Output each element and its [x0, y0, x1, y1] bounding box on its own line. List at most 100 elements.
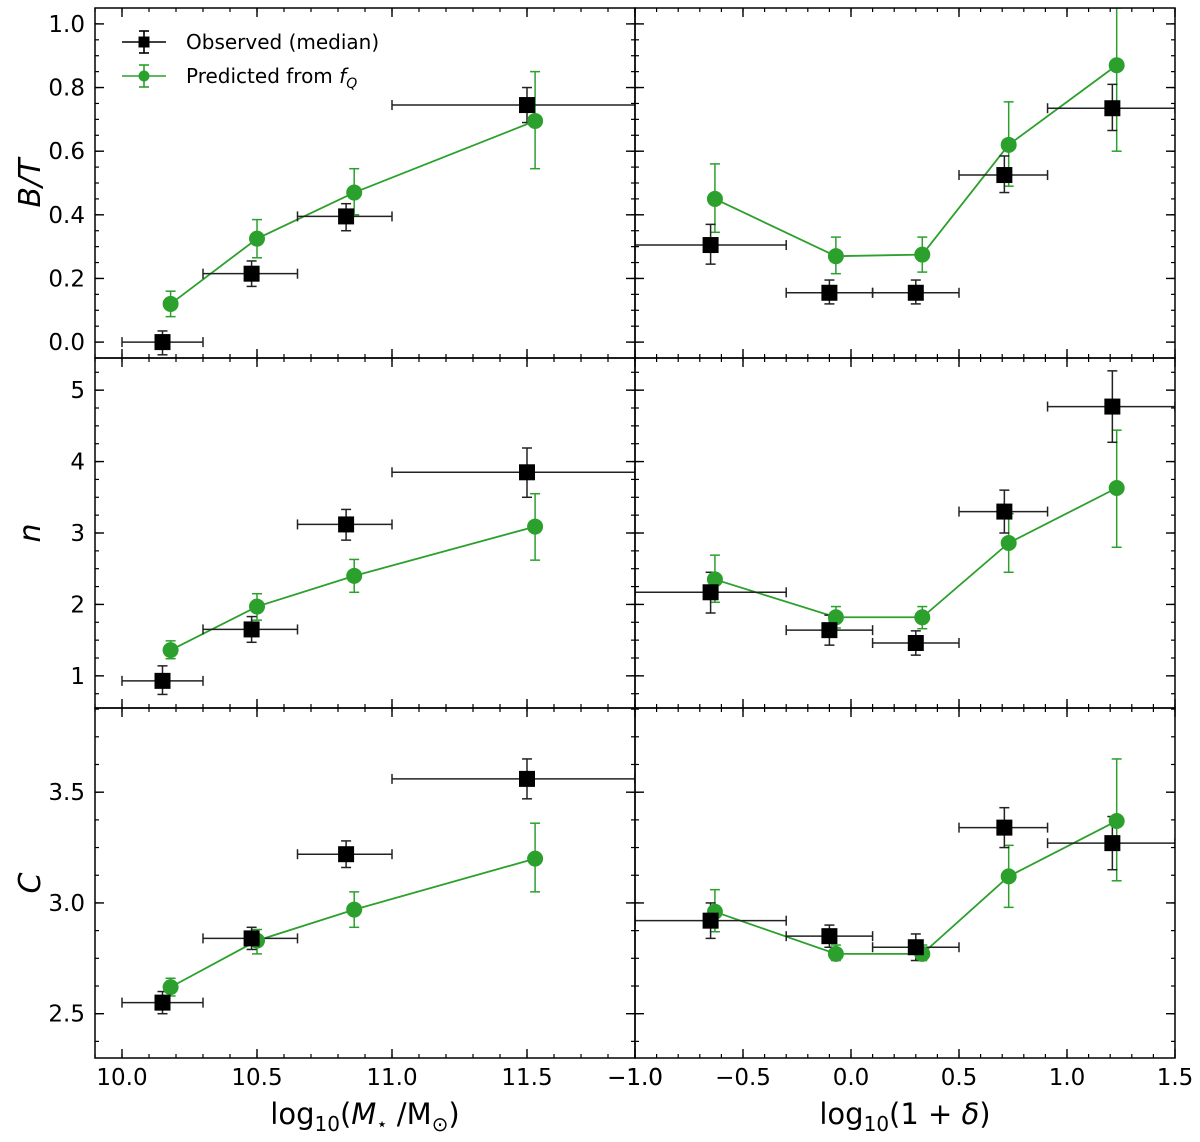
predicted-point: [914, 609, 931, 626]
x-tick-label: 10.5: [231, 1065, 282, 1091]
predicted-line: [714, 64, 1118, 258]
predicted-point: [527, 112, 544, 129]
predicted-point: [527, 850, 544, 867]
predicted-point: [827, 609, 844, 626]
predicted-point: [162, 642, 179, 659]
observed-point: [821, 928, 838, 945]
y-tick-label: 1: [70, 664, 85, 690]
observed-point: [519, 464, 535, 481]
panel-n-vs-density: [635, 370, 1175, 656]
observed-point: [338, 516, 355, 533]
panel-frame-top-right: [634, 7, 1176, 359]
panel-n-vs-mass: [121, 447, 635, 696]
y-tick-label: 2.5: [48, 1002, 85, 1028]
predicted-point: [162, 295, 179, 312]
ylabel-c: C: [13, 872, 48, 893]
x-tick-label: 11.0: [366, 1065, 417, 1091]
observed-point: [243, 265, 260, 282]
y-tick-label: 2: [70, 592, 85, 618]
observed-point: [519, 97, 535, 114]
panel-frame-bottom-right: [634, 707, 1176, 1059]
observed-point: [996, 167, 1013, 184]
legend-predicted-marker: [122, 64, 166, 88]
observed-point: [821, 622, 838, 639]
x-tick-label: −1.0: [607, 1065, 663, 1091]
predicted-line: [170, 857, 536, 988]
observed-point: [1104, 398, 1121, 415]
predicted-point: [346, 901, 363, 918]
predicted-point: [346, 567, 363, 584]
predicted-point: [249, 598, 265, 615]
y-tick-label: 0.4: [48, 203, 85, 229]
y-tick-label: 0.8: [48, 76, 85, 102]
x-tick-label: 1.0: [1049, 1065, 1086, 1091]
panel-frame-middle-right: [634, 357, 1176, 709]
predicted-point: [914, 246, 931, 263]
predicted-point: [1108, 480, 1125, 496]
predicted-point: [1108, 57, 1125, 74]
observed-point: [996, 503, 1013, 520]
panel-c-vs-density: [635, 758, 1175, 962]
x-tick-label: 10.0: [96, 1065, 147, 1091]
legend-predicted-label: Predicted from fQ: [186, 64, 357, 92]
x-tick-label: −0.5: [715, 1065, 771, 1091]
observed-point: [702, 912, 719, 929]
panel-bt-vs-density: [635, 8, 1175, 305]
y-tick-label: 4: [70, 450, 85, 476]
panel-c-vs-mass: [121, 758, 635, 1015]
observed-point: [821, 284, 838, 301]
observed-point: [702, 237, 719, 254]
x-tick-label: 1.5: [1157, 1065, 1194, 1091]
xlabel-mass: log10(M⋆ /M⊙): [270, 1097, 459, 1136]
predicted-point: [1108, 812, 1125, 829]
observed-point: [907, 939, 924, 956]
panel-bt-vs-mass: [121, 70, 635, 356]
x-tick-label: 11.5: [501, 1065, 552, 1091]
predicted-point: [706, 190, 723, 207]
predicted-point: [249, 230, 265, 247]
observed-point: [243, 930, 260, 947]
panel-frame-bottom-left: [94, 707, 636, 1059]
predicted-line: [714, 487, 1118, 619]
observed-point: [243, 621, 260, 638]
y-tick-label: 3: [70, 521, 85, 547]
observed-point: [338, 208, 355, 225]
ylabel-n: n: [13, 523, 48, 542]
y-tick-label: 5: [70, 378, 85, 404]
y-tick-label: 0.2: [48, 266, 85, 292]
predicted-point: [1000, 535, 1017, 551]
predicted-point: [1000, 136, 1017, 153]
observed-point: [907, 284, 924, 301]
xlabel-density: log10(1 + δ): [819, 1097, 990, 1136]
predicted-point: [1000, 868, 1017, 885]
observed-point: [1104, 835, 1121, 852]
y-tick-label: 0.0: [48, 330, 85, 356]
observed-point: [154, 334, 171, 351]
predicted-point: [827, 945, 844, 962]
observed-point: [996, 819, 1013, 836]
predicted-point: [827, 248, 844, 265]
y-tick-label: 3.0: [48, 891, 85, 917]
observed-point: [702, 584, 719, 601]
x-tick-label: 0.5: [941, 1065, 978, 1091]
y-tick-label: 3.5: [48, 780, 85, 806]
observed-point: [154, 994, 171, 1011]
x-tick-label: 0.0: [833, 1065, 870, 1091]
y-tick-label: 1.0: [48, 12, 85, 38]
observed-point: [338, 846, 355, 863]
legend-observed-label: Observed (median): [186, 30, 379, 54]
y-tick-label: 0.6: [48, 139, 85, 165]
predicted-point: [346, 184, 363, 201]
observed-point: [907, 635, 924, 651]
x-tick-label: −1.0: [607, 1065, 663, 1091]
observed-point: [1104, 100, 1121, 117]
ylabel-bt: B/T: [13, 156, 48, 208]
predicted-point: [162, 979, 179, 996]
legend: Observed (median) Predicted from fQ: [122, 30, 379, 92]
observed-point: [154, 672, 171, 689]
predicted-point: [527, 518, 544, 535]
predicted-point: [706, 571, 723, 588]
predicted-line: [170, 120, 536, 305]
observed-point: [519, 770, 535, 787]
legend-observed-marker: [122, 30, 166, 54]
